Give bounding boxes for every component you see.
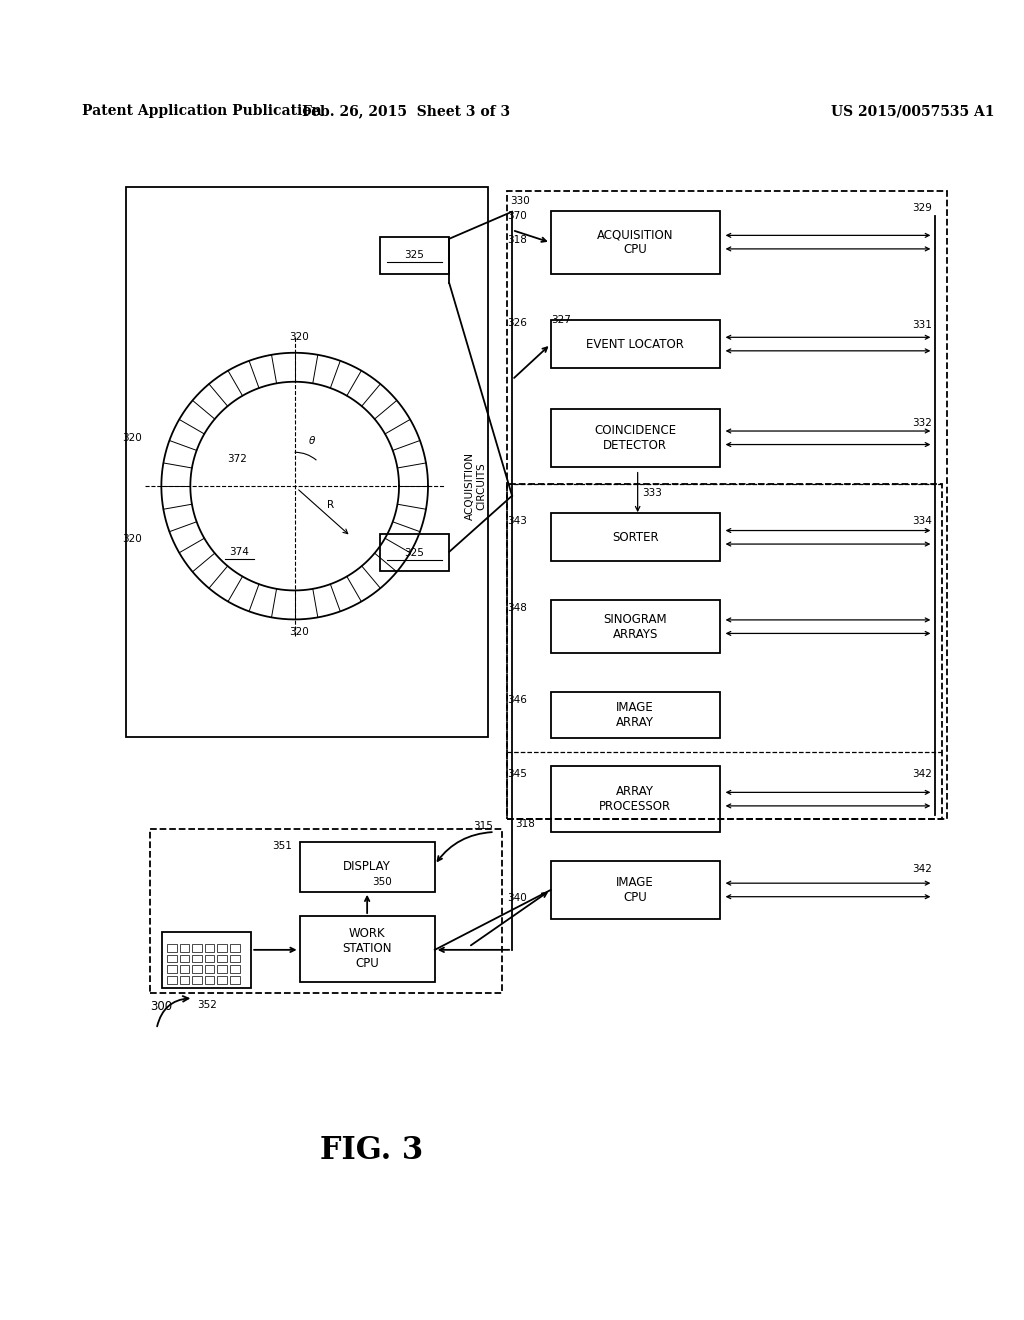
Text: ACQUISITION
CPU: ACQUISITION CPU	[597, 228, 674, 256]
Text: 343: 343	[507, 516, 526, 525]
Text: ACQUISITION
CIRCUITS: ACQUISITION CIRCUITS	[465, 451, 486, 520]
Text: 320: 320	[122, 433, 142, 442]
Text: 329: 329	[912, 203, 932, 213]
Text: FIG. 3: FIG. 3	[321, 1135, 424, 1167]
Text: 331: 331	[912, 319, 932, 330]
Text: 333: 333	[642, 488, 663, 498]
Text: ARRAY
PROCESSOR: ARRAY PROCESSOR	[599, 785, 672, 813]
Text: 334: 334	[912, 516, 932, 525]
Text: 326: 326	[507, 318, 526, 327]
Text: 372: 372	[226, 454, 247, 465]
Text: 320: 320	[122, 535, 142, 544]
Text: 330: 330	[510, 197, 529, 206]
Text: Feb. 26, 2015  Sheet 3 of 3: Feb. 26, 2015 Sheet 3 of 3	[302, 104, 510, 119]
Text: 320: 320	[290, 627, 309, 636]
Text: 340: 340	[507, 892, 526, 903]
Text: 318: 318	[507, 235, 526, 244]
Text: 332: 332	[912, 418, 932, 428]
Text: Patent Application Publication: Patent Application Publication	[82, 104, 322, 119]
Text: IMAGE
ARRAY: IMAGE ARRAY	[616, 701, 654, 729]
Text: 320: 320	[290, 331, 309, 342]
Text: 346: 346	[507, 694, 526, 705]
Text: DISPLAY: DISPLAY	[343, 861, 391, 874]
Text: WORK
STATION
CPU: WORK STATION CPU	[342, 928, 392, 970]
Text: 300: 300	[150, 1001, 172, 1012]
Text: 350: 350	[372, 878, 392, 887]
Text: 345: 345	[507, 770, 526, 779]
Text: EVENT LOCATOR: EVENT LOCATOR	[587, 338, 684, 351]
Text: 370: 370	[507, 211, 526, 220]
Text: IMAGE
CPU: IMAGE CPU	[616, 876, 654, 904]
Text: US 2015/0057535 A1: US 2015/0057535 A1	[830, 104, 994, 119]
Text: 374: 374	[228, 546, 249, 557]
Text: R: R	[327, 500, 334, 511]
Text: 342: 342	[912, 770, 932, 779]
Text: 325: 325	[404, 251, 424, 260]
Text: SINOGRAM
ARRAYS: SINOGRAM ARRAYS	[603, 612, 667, 640]
Text: 315: 315	[473, 821, 493, 832]
Text: 351: 351	[272, 841, 292, 851]
Text: 352: 352	[197, 1001, 217, 1010]
Text: SORTER: SORTER	[612, 531, 658, 544]
Text: COINCIDENCE
DETECTOR: COINCIDENCE DETECTOR	[594, 424, 676, 451]
Text: 325: 325	[404, 548, 424, 558]
Text: 318: 318	[515, 820, 535, 829]
Text: 327: 327	[551, 315, 570, 325]
Text: 342: 342	[912, 863, 932, 874]
Text: $\theta$: $\theta$	[308, 434, 316, 446]
Text: 348: 348	[507, 603, 526, 612]
